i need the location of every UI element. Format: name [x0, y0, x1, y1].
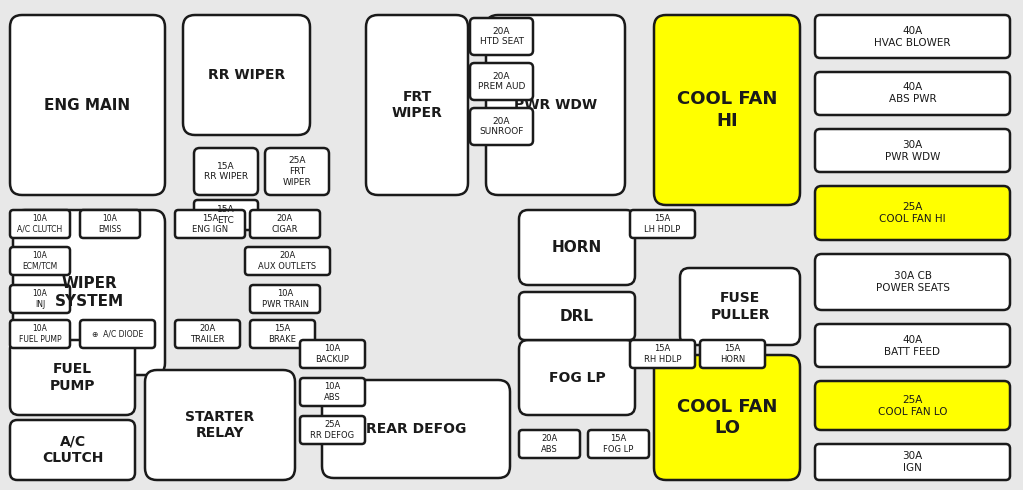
FancyBboxPatch shape [194, 148, 258, 195]
FancyBboxPatch shape [175, 210, 244, 238]
Text: 30A CB
POWER SEATS: 30A CB POWER SEATS [876, 271, 949, 293]
FancyBboxPatch shape [10, 15, 165, 195]
FancyBboxPatch shape [470, 108, 533, 145]
FancyBboxPatch shape [300, 340, 365, 368]
FancyBboxPatch shape [250, 285, 320, 313]
Text: 20A
HTD SEAT: 20A HTD SEAT [480, 26, 524, 47]
FancyBboxPatch shape [10, 420, 135, 480]
FancyBboxPatch shape [244, 247, 330, 275]
FancyBboxPatch shape [80, 320, 155, 348]
Text: 15A
FOG LP: 15A FOG LP [604, 434, 633, 454]
Text: 15A
RH HDLP: 15A RH HDLP [643, 344, 681, 364]
Text: 25A
COOL FAN HI: 25A COOL FAN HI [879, 202, 946, 224]
Text: 10A
A/C CLUTCH: 10A A/C CLUTCH [17, 214, 62, 234]
FancyBboxPatch shape [700, 340, 765, 368]
FancyBboxPatch shape [519, 430, 580, 458]
Text: REAR DEFOG: REAR DEFOG [366, 422, 466, 436]
FancyBboxPatch shape [815, 15, 1010, 58]
FancyBboxPatch shape [175, 320, 240, 348]
FancyBboxPatch shape [145, 370, 295, 480]
FancyBboxPatch shape [486, 15, 625, 195]
Text: 10A
BACKUP: 10A BACKUP [315, 344, 350, 364]
FancyBboxPatch shape [250, 320, 315, 348]
Text: FOG LP: FOG LP [548, 370, 606, 385]
Text: WIPER
SYSTEM: WIPER SYSTEM [54, 276, 124, 309]
Text: 25A
COOL FAN LO: 25A COOL FAN LO [878, 394, 947, 416]
Text: 15A
LH HDLP: 15A LH HDLP [644, 214, 680, 234]
Text: 10A
PWR TRAIN: 10A PWR TRAIN [262, 289, 309, 309]
Text: 10A
ECM/TCM: 10A ECM/TCM [23, 251, 57, 271]
Text: 20A
CIGAR: 20A CIGAR [272, 214, 299, 234]
FancyBboxPatch shape [265, 148, 329, 195]
FancyBboxPatch shape [470, 63, 533, 100]
Text: FUEL
PUMP: FUEL PUMP [50, 362, 95, 393]
FancyBboxPatch shape [654, 15, 800, 205]
Text: 10A
EMISS: 10A EMISS [98, 214, 122, 234]
FancyBboxPatch shape [519, 292, 635, 340]
Text: COOL FAN
LO: COOL FAN LO [677, 398, 777, 437]
Text: RR WIPER: RR WIPER [208, 68, 285, 82]
FancyBboxPatch shape [250, 210, 320, 238]
FancyBboxPatch shape [194, 200, 258, 230]
Text: 15A
ENG IGN: 15A ENG IGN [192, 214, 228, 234]
FancyBboxPatch shape [815, 444, 1010, 480]
Text: COOL FAN
HI: COOL FAN HI [677, 90, 777, 130]
Text: 10A
ABS: 10A ABS [324, 382, 341, 402]
FancyBboxPatch shape [10, 285, 70, 313]
FancyBboxPatch shape [654, 355, 800, 480]
Text: 15A
HORN: 15A HORN [720, 344, 745, 364]
Text: 10A
INJ: 10A INJ [33, 289, 47, 309]
Text: HORN: HORN [551, 240, 603, 255]
Text: PWR WDW: PWR WDW [514, 98, 597, 112]
FancyBboxPatch shape [588, 430, 649, 458]
Text: FRT
WIPER: FRT WIPER [392, 90, 442, 121]
FancyBboxPatch shape [630, 210, 695, 238]
FancyBboxPatch shape [80, 210, 140, 238]
FancyBboxPatch shape [183, 15, 310, 135]
FancyBboxPatch shape [680, 268, 800, 345]
FancyBboxPatch shape [630, 340, 695, 368]
FancyBboxPatch shape [13, 210, 165, 375]
Text: 25A
FRT
WIPER: 25A FRT WIPER [282, 156, 311, 187]
FancyBboxPatch shape [10, 247, 70, 275]
FancyBboxPatch shape [519, 340, 635, 415]
FancyBboxPatch shape [815, 129, 1010, 172]
FancyBboxPatch shape [366, 15, 468, 195]
FancyBboxPatch shape [519, 210, 635, 285]
Text: 25A
RR DEFOG: 25A RR DEFOG [310, 420, 355, 440]
FancyBboxPatch shape [815, 72, 1010, 115]
Text: 40A
BATT FEED: 40A BATT FEED [885, 335, 940, 357]
FancyBboxPatch shape [470, 18, 533, 55]
Text: 30A
PWR WDW: 30A PWR WDW [885, 140, 940, 162]
FancyBboxPatch shape [815, 186, 1010, 240]
Text: 20A
PREM AUD: 20A PREM AUD [478, 72, 525, 91]
Text: DRL: DRL [560, 309, 594, 323]
Text: 15A
ETC: 15A ETC [217, 205, 235, 225]
Text: ENG MAIN: ENG MAIN [44, 98, 131, 113]
FancyBboxPatch shape [300, 416, 365, 444]
FancyBboxPatch shape [322, 380, 510, 478]
Text: 40A
HVAC BLOWER: 40A HVAC BLOWER [875, 25, 950, 48]
FancyBboxPatch shape [815, 324, 1010, 367]
Text: 15A
RR WIPER: 15A RR WIPER [204, 162, 248, 181]
Text: 10A
FUEL PUMP: 10A FUEL PUMP [18, 324, 61, 344]
Text: 15A
BRAKE: 15A BRAKE [269, 324, 297, 344]
Text: FUSE
PULLER: FUSE PULLER [710, 291, 769, 322]
Text: 20A
SUNROOF: 20A SUNROOF [480, 117, 524, 136]
Text: A/C
CLUTCH: A/C CLUTCH [42, 435, 103, 465]
FancyBboxPatch shape [815, 254, 1010, 310]
Text: STARTER
RELAY: STARTER RELAY [185, 410, 255, 441]
Text: 20A
ABS: 20A ABS [541, 434, 558, 454]
Text: 20A
TRAILER: 20A TRAILER [190, 324, 225, 344]
Text: 30A
IGN: 30A IGN [902, 451, 923, 473]
Text: 20A
AUX OUTLETS: 20A AUX OUTLETS [259, 251, 316, 271]
Text: 40A
ABS PWR: 40A ABS PWR [889, 82, 936, 104]
FancyBboxPatch shape [815, 381, 1010, 430]
FancyBboxPatch shape [300, 378, 365, 406]
Text: ⊕  A/C DIODE: ⊕ A/C DIODE [92, 329, 143, 339]
FancyBboxPatch shape [10, 210, 70, 238]
FancyBboxPatch shape [10, 340, 135, 415]
FancyBboxPatch shape [10, 320, 70, 348]
